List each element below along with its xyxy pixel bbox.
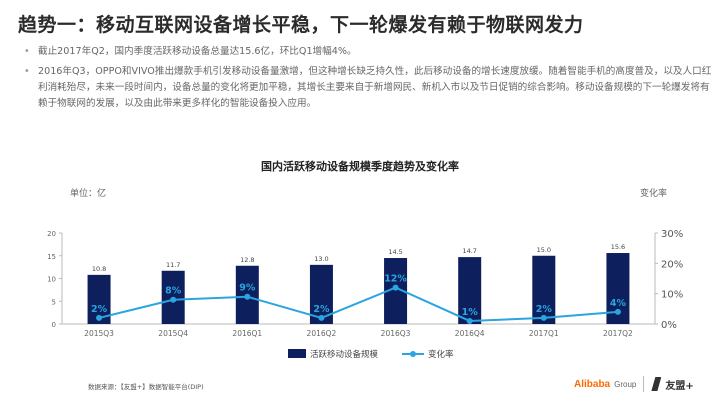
left-axis-tick-label: 5 <box>52 298 56 306</box>
bar-value-label: 15.0 <box>537 246 551 254</box>
bar-2017Q1 <box>532 255 556 324</box>
x-tick-label: 2015Q4 <box>158 329 188 338</box>
x-tick-label: 2016Q4 <box>455 329 485 338</box>
x-tick-label: 2015Q3 <box>84 329 114 338</box>
brand-logos: Alibaba Group 友盟+ <box>574 373 694 395</box>
data-source: 数据来源：【友盟+】数据智能平台(DIP) <box>88 383 204 391</box>
alibaba-logo-text: Alibaba <box>574 378 611 390</box>
logo-divider <box>643 376 645 392</box>
rate-label: 1% <box>462 307 479 318</box>
rate-label: 12% <box>384 274 407 285</box>
rate-point <box>318 314 325 321</box>
right-axis-tick-label: 30% <box>661 229 683 240</box>
rate-line <box>98 286 619 322</box>
rate-label: 9% <box>239 283 256 294</box>
rate-point <box>540 314 547 321</box>
rate-label: 2% <box>313 304 330 315</box>
right-axis-unit: 变化率 <box>640 189 668 199</box>
bar-2015Q3 <box>87 274 111 324</box>
bar-2016Q3 <box>384 258 408 324</box>
rate-point <box>466 317 473 324</box>
right-axis-tick-label: 20% <box>661 259 683 270</box>
umeng-logo-text: 友盟+ <box>665 380 694 392</box>
bar-value-label: 10.8 <box>92 265 106 273</box>
legend-bar-label: 活跃移动设备规模 <box>310 349 379 360</box>
left-axis-tick-label: 0 <box>52 321 56 329</box>
umeng-mark-icon <box>651 377 662 391</box>
bar-value-label: 11.7 <box>166 261 180 269</box>
bar-value-label: 13.0 <box>314 255 328 263</box>
legend-line-label: 变化率 <box>428 349 454 360</box>
bar-value-label: 14.5 <box>388 248 402 256</box>
bar-value-label: 15.6 <box>611 243 625 251</box>
right-axis-tick-label: 0% <box>661 320 677 331</box>
rate-point <box>614 308 621 315</box>
x-tick-label: 2017Q2 <box>603 329 633 338</box>
x-tick-label: 2016Q3 <box>381 329 411 338</box>
x-tick-label: 2017Q1 <box>529 329 559 338</box>
rate-label: 2% <box>536 304 553 315</box>
page-title: 趋势一：移动互联网设备增长平稳，下一轮爆发有赖于物联网发力 <box>18 14 584 36</box>
left-axis-tick-label: 10 <box>47 276 56 284</box>
left-axis-tick-label: 15 <box>47 253 56 261</box>
x-tick-label: 2016Q2 <box>307 329 337 338</box>
bullet-item: 2016年Q3，OPPO和VIVO推出爆款手机引发移动设备量激增，但这种增长缺乏… <box>22 64 712 112</box>
chart-title: 国内活跃移动设备规模季度趋势及变化率 <box>261 160 459 173</box>
legend-line-marker <box>410 351 416 357</box>
left-axis-tick-label: 20 <box>47 230 56 238</box>
rate-point <box>392 284 399 291</box>
group-logo-text: Group <box>614 379 637 389</box>
left-axis-unit: 单位：亿 <box>70 189 107 199</box>
bar-value-label: 12.8 <box>240 256 254 264</box>
rate-point <box>244 293 251 300</box>
bar-value-label: 14.7 <box>462 247 476 255</box>
bullet-item: 截止2017年Q2，国内季度活跃移动设备总量达15.6亿，环比Q1增幅4%。 <box>22 44 712 60</box>
rate-label: 8% <box>165 286 182 297</box>
bar-2016Q4 <box>458 257 482 324</box>
rate-label: 4% <box>610 298 627 309</box>
rate-label: 2% <box>91 304 108 315</box>
bar-2017Q2 <box>606 253 630 324</box>
bar-2016Q2 <box>309 264 333 324</box>
right-axis-tick-label: 10% <box>661 290 683 301</box>
rate-point <box>96 314 103 321</box>
bullet-list: 截止2017年Q2，国内季度活跃移动设备总量达15.6亿，环比Q1增幅4%。 2… <box>22 44 712 116</box>
rate-point <box>170 296 177 303</box>
x-tick-label: 2016Q1 <box>232 329 262 338</box>
legend-bar-swatch <box>288 349 306 358</box>
